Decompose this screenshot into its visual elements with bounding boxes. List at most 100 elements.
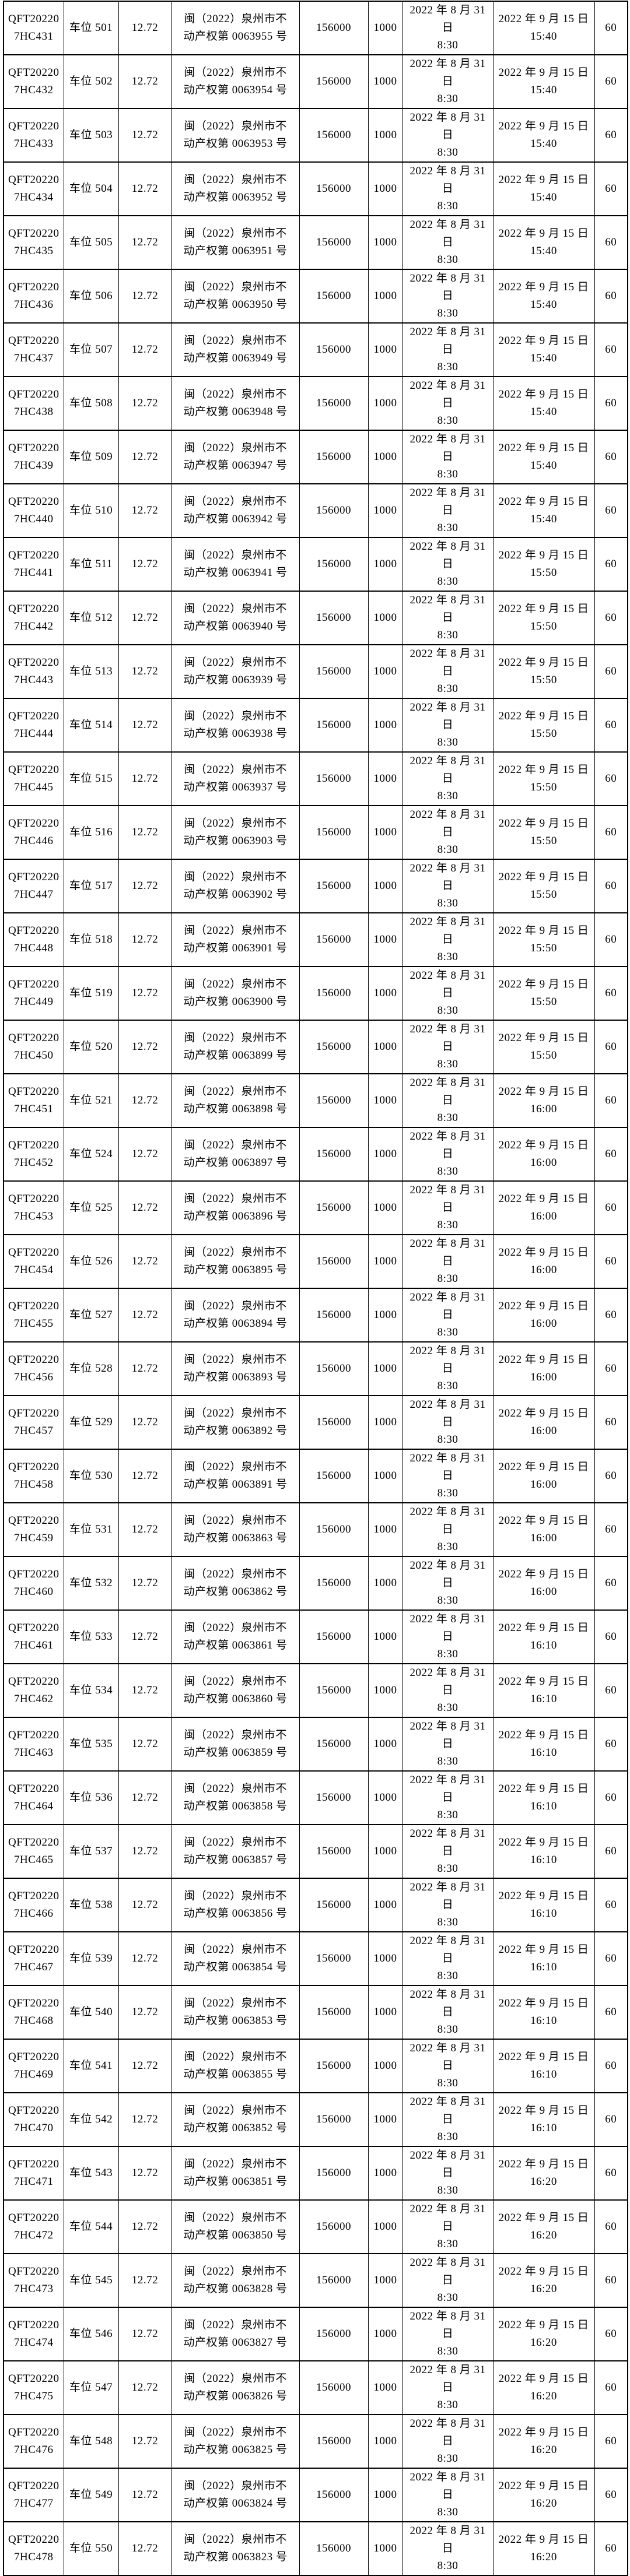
cell-duration-minutes: 60 [594, 966, 628, 1021]
cell-lot-id: QFT20220 7HC475 [3, 2360, 64, 2415]
cell-starting-price: 156000 [299, 1234, 369, 1289]
cell-area-sqm: 12.72 [118, 966, 172, 1021]
cell-parking-space-number: 车位 537 [63, 1824, 119, 1879]
table-row: QFT20220 7HC439 车位 509 12.72 闽（2022）泉州市不 动产… [3, 430, 628, 484]
table-row: QFT20220 7HC434 车位 504 12.72 闽（2022）泉州市不 动产… [3, 161, 628, 216]
cell-area-sqm: 12.72 [118, 215, 172, 270]
cell-auction-end-time: 2022 年 9 月 15 日 16:10 [492, 1770, 595, 1825]
cell-deposit: 1000 [368, 1288, 403, 1343]
cell-parking-space-number: 车位 506 [63, 269, 119, 324]
cell-lot-id: QFT20220 7HC457 [3, 1395, 64, 1450]
cell-auction-start-time: 2022 年 8 月 31 日 8:30 [402, 108, 494, 163]
cell-auction-end-time: 2022 年 9 月 15 日 15:40 [492, 54, 595, 109]
cell-lot-id: QFT20220 7HC447 [3, 859, 64, 913]
cell-starting-price: 156000 [299, 1985, 369, 2040]
cell-auction-end-time: 2022 年 9 月 15 日 16:00 [492, 1127, 595, 1182]
cell-parking-space-number: 车位 518 [63, 912, 119, 967]
cell-deposit: 1000 [368, 1127, 403, 1182]
cell-area-sqm: 12.72 [118, 483, 172, 538]
cell-duration-minutes: 60 [594, 1127, 628, 1182]
cell-auction-start-time: 2022 年 8 月 31 日 8:30 [402, 1234, 494, 1289]
cell-parking-space-number: 车位 508 [63, 376, 119, 431]
cell-duration-minutes: 60 [594, 1395, 628, 1450]
cell-starting-price: 156000 [299, 108, 369, 163]
cell-parking-space-number: 车位 510 [63, 483, 119, 538]
cell-lot-id: QFT20220 7HC451 [3, 1073, 64, 1128]
cell-lot-id: QFT20220 7HC471 [3, 2146, 64, 2201]
cell-parking-space-number: 车位 513 [63, 644, 119, 699]
cell-duration-minutes: 60 [594, 1663, 628, 1718]
cell-auction-end-time: 2022 年 9 月 15 日 16:10 [492, 1609, 595, 1664]
cell-area-sqm: 12.72 [118, 1824, 172, 1879]
cell-auction-end-time: 2022 年 9 月 15 日 16:00 [492, 1502, 595, 1557]
cell-parking-space-number: 车位 526 [63, 1234, 119, 1289]
cell-duration-minutes: 60 [594, 1073, 628, 1128]
cell-property-certificate: 闽（2022）泉州市不 动产权第 0063900 号 [171, 966, 300, 1021]
cell-parking-space-number: 车位 542 [63, 2092, 119, 2147]
cell-duration-minutes: 60 [594, 2253, 628, 2308]
table-row: QFT20220 7HC432 车位 502 12.72 闽（2022）泉州市不 动产… [3, 54, 628, 109]
cell-auction-start-time: 2022 年 8 月 31 日 8:30 [402, 1127, 494, 1182]
cell-auction-start-time: 2022 年 8 月 31 日 8:30 [402, 2521, 494, 2576]
cell-deposit: 1000 [368, 2253, 403, 2308]
cell-deposit: 1000 [368, 1985, 403, 2040]
table-row: QFT20220 7HC442 车位 512 12.72 闽（2022）泉州市不 动产… [3, 591, 628, 645]
cell-starting-price: 156000 [299, 1663, 369, 1718]
cell-lot-id: QFT20220 7HC465 [3, 1824, 64, 1879]
cell-duration-minutes: 60 [594, 591, 628, 645]
cell-area-sqm: 12.72 [118, 1234, 172, 1289]
cell-area-sqm: 12.72 [118, 2039, 172, 2093]
cell-parking-space-number: 车位 543 [63, 2146, 119, 2201]
cell-lot-id: QFT20220 7HC440 [3, 483, 64, 538]
table-row: QFT20220 7HC451 车位 521 12.72 闽（2022）泉州市不 动产… [3, 1073, 628, 1128]
cell-auction-end-time: 2022 年 9 月 15 日 16:10 [492, 1717, 595, 1772]
cell-auction-start-time: 2022 年 8 月 31 日 8:30 [402, 54, 494, 109]
cell-lot-id: QFT20220 7HC433 [3, 108, 64, 163]
cell-duration-minutes: 60 [594, 1609, 628, 1664]
cell-lot-id: QFT20220 7HC441 [3, 537, 64, 592]
cell-duration-minutes: 60 [594, 1878, 628, 1932]
table-row: QFT20220 7HC436 车位 506 12.72 闽（2022）泉州市不 动产… [3, 269, 628, 324]
cell-starting-price: 156000 [299, 644, 369, 699]
cell-parking-space-number: 车位 521 [63, 1073, 119, 1128]
cell-parking-space-number: 车位 520 [63, 1020, 119, 1074]
cell-auction-end-time: 2022 年 9 月 15 日 16:00 [492, 1395, 595, 1450]
cell-duration-minutes: 60 [594, 698, 628, 753]
cell-deposit: 1000 [368, 1663, 403, 1718]
cell-auction-start-time: 2022 年 8 月 31 日 8:30 [402, 1288, 494, 1343]
cell-auction-end-time: 2022 年 9 月 15 日 15:50 [492, 912, 595, 967]
cell-auction-end-time: 2022 年 9 月 15 日 15:50 [492, 859, 595, 913]
cell-lot-id: QFT20220 7HC438 [3, 376, 64, 431]
cell-duration-minutes: 60 [594, 1234, 628, 1289]
cell-property-certificate: 闽（2022）泉州市不 动产权第 0063827 号 [171, 2307, 300, 2361]
cell-auction-start-time: 2022 年 8 月 31 日 8:30 [402, 2307, 494, 2361]
cell-lot-id: QFT20220 7HC446 [3, 805, 64, 860]
cell-auction-start-time: 2022 年 8 月 31 日 8:30 [402, 1556, 494, 1611]
cell-property-certificate: 闽（2022）泉州市不 动产权第 0063950 号 [171, 269, 300, 324]
cell-auction-start-time: 2022 年 8 月 31 日 8:30 [402, 859, 494, 913]
cell-auction-start-time: 2022 年 8 月 31 日 8:30 [402, 805, 494, 860]
cell-lot-id: QFT20220 7HC467 [3, 1931, 64, 1986]
table-row: QFT20220 7HC452 车位 524 12.72 闽（2022）泉州市不 动产… [3, 1127, 628, 1182]
cell-deposit: 1000 [368, 1556, 403, 1611]
cell-property-certificate: 闽（2022）泉州市不 动产权第 0063854 号 [171, 1931, 300, 1986]
cell-duration-minutes: 60 [594, 1931, 628, 1986]
cell-auction-start-time: 2022 年 8 月 31 日 8:30 [402, 2360, 494, 2415]
cell-property-certificate: 闽（2022）泉州市不 动产权第 0063860 号 [171, 1663, 300, 1718]
table-row: QFT20220 7HC458 车位 530 12.72 闽（2022）泉州市不 动产… [3, 1449, 628, 1503]
cell-auction-start-time: 2022 年 8 月 31 日 8:30 [402, 751, 494, 806]
cell-auction-end-time: 2022 年 9 月 15 日 16:10 [492, 1931, 595, 1986]
cell-starting-price: 156000 [299, 1180, 369, 1235]
table-row: QFT20220 7HC469 车位 541 12.72 闽（2022）泉州市不 动产… [3, 2039, 628, 2093]
cell-duration-minutes: 60 [594, 161, 628, 216]
cell-auction-start-time: 2022 年 8 月 31 日 8:30 [402, 2146, 494, 2201]
cell-area-sqm: 12.72 [118, 698, 172, 753]
cell-duration-minutes: 60 [594, 1985, 628, 2040]
cell-parking-space-number: 车位 502 [63, 54, 119, 109]
cell-deposit: 1000 [368, 376, 403, 431]
cell-deposit: 1000 [368, 1609, 403, 1664]
cell-duration-minutes: 60 [594, 2199, 628, 2254]
cell-starting-price: 156000 [299, 1449, 369, 1503]
cell-property-certificate: 闽（2022）泉州市不 动产权第 0063859 号 [171, 1717, 300, 1772]
cell-auction-end-time: 2022 年 9 月 15 日 16:20 [492, 2199, 595, 2254]
